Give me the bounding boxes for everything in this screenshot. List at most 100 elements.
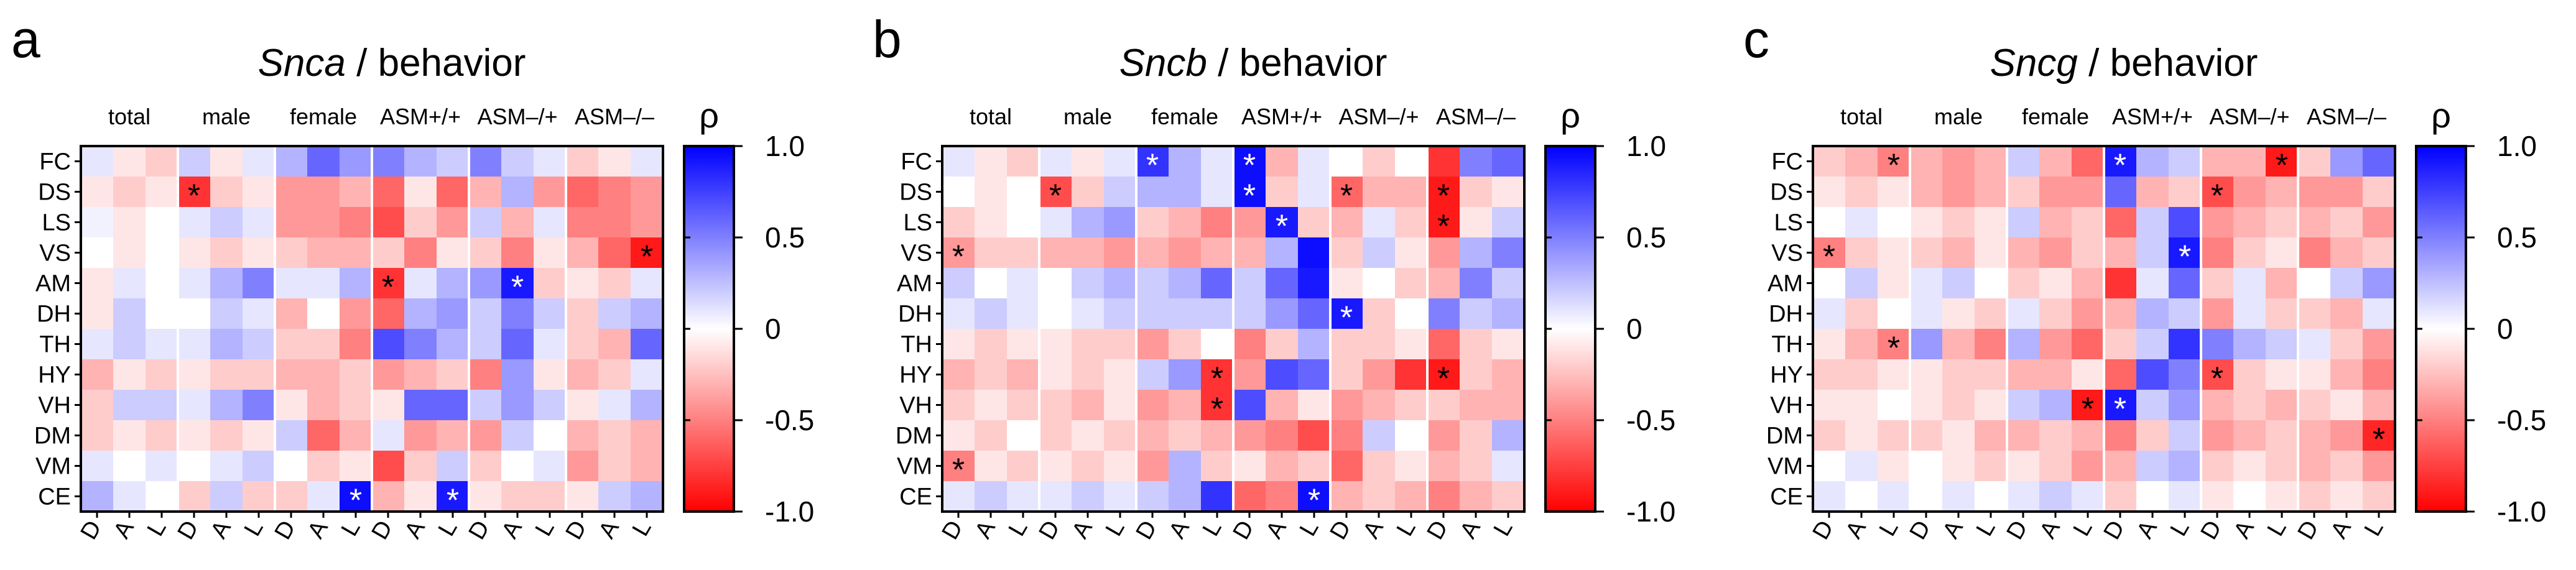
heatmap-cell — [1104, 481, 1137, 512]
column-label: D — [464, 517, 495, 545]
heatmap-cell — [501, 177, 534, 208]
heatmap-cell — [1813, 207, 1846, 238]
heatmap-cell — [1845, 237, 1878, 269]
heatmap-cell — [975, 298, 1008, 329]
heatmap-cell — [1975, 146, 2008, 177]
heatmap-cell — [1136, 451, 1169, 482]
heatmap-cell — [2169, 177, 2202, 208]
heatmap-cell — [1975, 207, 2008, 238]
heatmap-cell — [2136, 359, 2169, 390]
row-label: VM — [1768, 454, 1803, 480]
column-label: A — [2132, 516, 2162, 543]
heatmap-cell — [534, 207, 567, 238]
colorbar — [2415, 145, 2467, 513]
heatmap-cell — [566, 146, 599, 177]
group-label: female — [290, 104, 357, 129]
heatmap-cell — [81, 359, 114, 390]
heatmap-cell — [404, 298, 437, 329]
heatmap-cell — [372, 177, 405, 208]
heatmap-cell — [1395, 268, 1428, 299]
heatmap-cell — [2201, 298, 2234, 329]
panel-c: c Sncg / behavior total male female ASM+/+ ASM… — [1743, 10, 2546, 544]
heatmap-cell — [501, 298, 534, 329]
heatmap-cell — [1813, 481, 1846, 512]
heatmap-cell — [437, 420, 470, 451]
column-label: L — [1489, 517, 1518, 541]
heatmap-cell — [372, 268, 405, 299]
heatmap-cell — [2233, 359, 2266, 390]
row-label: VM — [897, 454, 932, 480]
heatmap-cell — [1233, 177, 1266, 208]
heatmap-cell — [631, 268, 664, 299]
heatmap-cell — [210, 146, 243, 177]
heatmap-cell — [404, 268, 437, 299]
significance-marker: * — [1049, 178, 1062, 214]
heatmap-cell — [1233, 237, 1266, 269]
heatmap-cell — [2169, 359, 2202, 390]
heatmap-cell — [2266, 481, 2299, 512]
heatmap-cell — [566, 268, 599, 299]
heatmap-cell — [1845, 146, 1878, 177]
heatmap-cell — [81, 298, 114, 329]
group-label: ASM–/– — [2307, 104, 2386, 129]
heatmap-cell — [113, 237, 146, 269]
heatmap-cell — [1845, 207, 1878, 238]
heatmap-cells — [1813, 146, 2396, 512]
heatmap-cell — [1975, 390, 2008, 421]
heatmap-cell — [1072, 329, 1105, 360]
row-label: FC — [901, 149, 932, 175]
heatmap-cell — [2072, 268, 2105, 299]
row-label: TH — [1771, 332, 1803, 358]
row-label: AM — [1768, 271, 1803, 297]
colorbar-label: ρ — [699, 96, 719, 135]
heatmap-cell — [1169, 207, 1202, 238]
heatmap-cell — [501, 481, 534, 512]
column-label: D — [2196, 517, 2227, 545]
column-label: A — [1164, 516, 1195, 543]
heatmap-cell — [2169, 268, 2202, 299]
column-label: D — [1905, 517, 1936, 545]
heatmap-cell — [178, 359, 211, 390]
heatmap-cell — [566, 420, 599, 451]
heatmap-cell — [1104, 177, 1137, 208]
heatmap-cell — [2266, 207, 2299, 238]
row-label: VH — [899, 393, 932, 419]
heatmap-cell — [1039, 268, 1072, 299]
heatmap-cell — [1298, 451, 1331, 482]
title-rest: / behavior — [346, 42, 526, 85]
heatmap-cell — [1039, 390, 1072, 421]
heatmap-cell — [210, 451, 243, 482]
heatmap-cell — [2298, 177, 2331, 208]
heatmap-cell — [2007, 268, 2040, 299]
heatmap-cell — [1330, 451, 1363, 482]
heatmap-cell — [2363, 359, 2396, 390]
heatmap-cell — [2136, 329, 2169, 360]
heatmap-cell — [2266, 390, 2299, 421]
column-label: A — [497, 516, 527, 543]
heatmap-cell — [340, 177, 373, 208]
heatmap-cell — [1233, 359, 1266, 390]
heatmap-cell — [1910, 237, 1943, 269]
heatmap-cell — [2330, 481, 2363, 512]
heatmap-cell — [307, 359, 340, 390]
column-label: D — [2002, 517, 2033, 545]
heatmap-cell — [2104, 359, 2137, 390]
heatmap-cell — [2233, 390, 2266, 421]
heatmap-cell — [2136, 390, 2169, 421]
column-label: A — [594, 516, 624, 543]
group-label: total — [1840, 104, 1883, 129]
heatmap-cell — [1007, 268, 1040, 299]
heatmap-cell — [2266, 146, 2299, 177]
heatmap-cell — [1104, 237, 1137, 269]
heatmap-cell — [1460, 207, 1493, 238]
heatmap-cell — [113, 207, 146, 238]
heatmap-cell — [1233, 329, 1266, 360]
heatmap-cell — [1072, 146, 1105, 177]
heatmap-cell — [1072, 237, 1105, 269]
heatmap-cell — [501, 268, 534, 299]
heatmap-cell — [146, 207, 178, 238]
heatmap-cell — [1169, 237, 1202, 269]
heatmap-cell — [243, 390, 276, 421]
heatmap-cell — [1845, 359, 1878, 390]
heatmap-cell — [975, 146, 1008, 177]
